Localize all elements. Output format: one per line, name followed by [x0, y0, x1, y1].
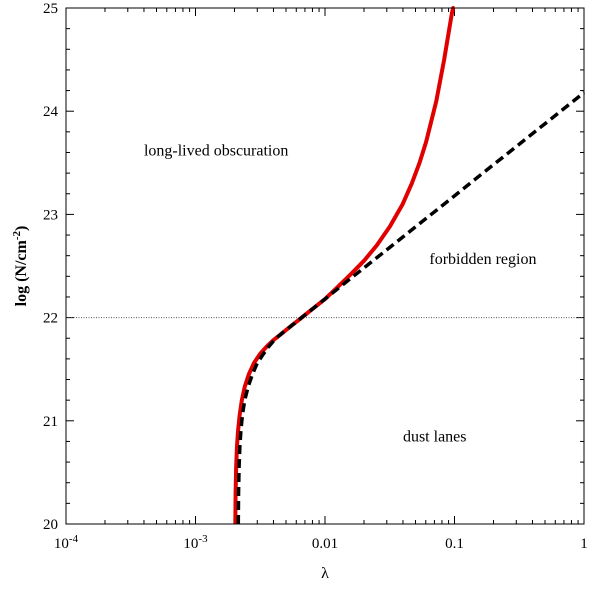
dashed-black-curve [236, 91, 586, 525]
x-tick-label-1: 10-3 [183, 533, 208, 552]
x-tick-label-3: 0.1 [445, 536, 464, 552]
y-axis-label-main: log (N/cm [13, 239, 30, 306]
x-tick-label-4: 1 [580, 536, 588, 552]
annotation-2: dust lanes [403, 428, 467, 445]
x-axis-label: λ [321, 565, 329, 582]
annotation-0: long-lived obscuration [144, 142, 288, 159]
annotation-1: forbidden region [429, 251, 536, 268]
y-axis-label-close: ) [13, 226, 30, 231]
plot-frame [65, 7, 585, 525]
y-tick-label-0: 20 [43, 517, 58, 533]
y-tick-label-2: 22 [43, 311, 58, 327]
x-tick-label-2: 0.01 [312, 536, 338, 552]
y-tick-label-3: 23 [43, 207, 58, 223]
y-tick-label-4: 24 [43, 104, 59, 120]
series-layer [233, 6, 586, 525]
y-tick-label-1: 21 [43, 414, 58, 430]
y-tick-label-5: 25 [43, 1, 58, 17]
y-axis-label: log (N/cm-2) [11, 226, 30, 307]
y-tick-labels: 20 21 22 23 24 25 [43, 1, 59, 533]
annotations: long-lived obscuration forbidden region du… [144, 142, 537, 445]
x-tick-label-0: 10-4 [54, 533, 79, 552]
solid-red-curve [233, 6, 456, 525]
y-axis-label-sup: -2 [11, 230, 23, 240]
x-tick-labels: 10-4 10-3 0.01 0.1 1 [54, 533, 588, 552]
